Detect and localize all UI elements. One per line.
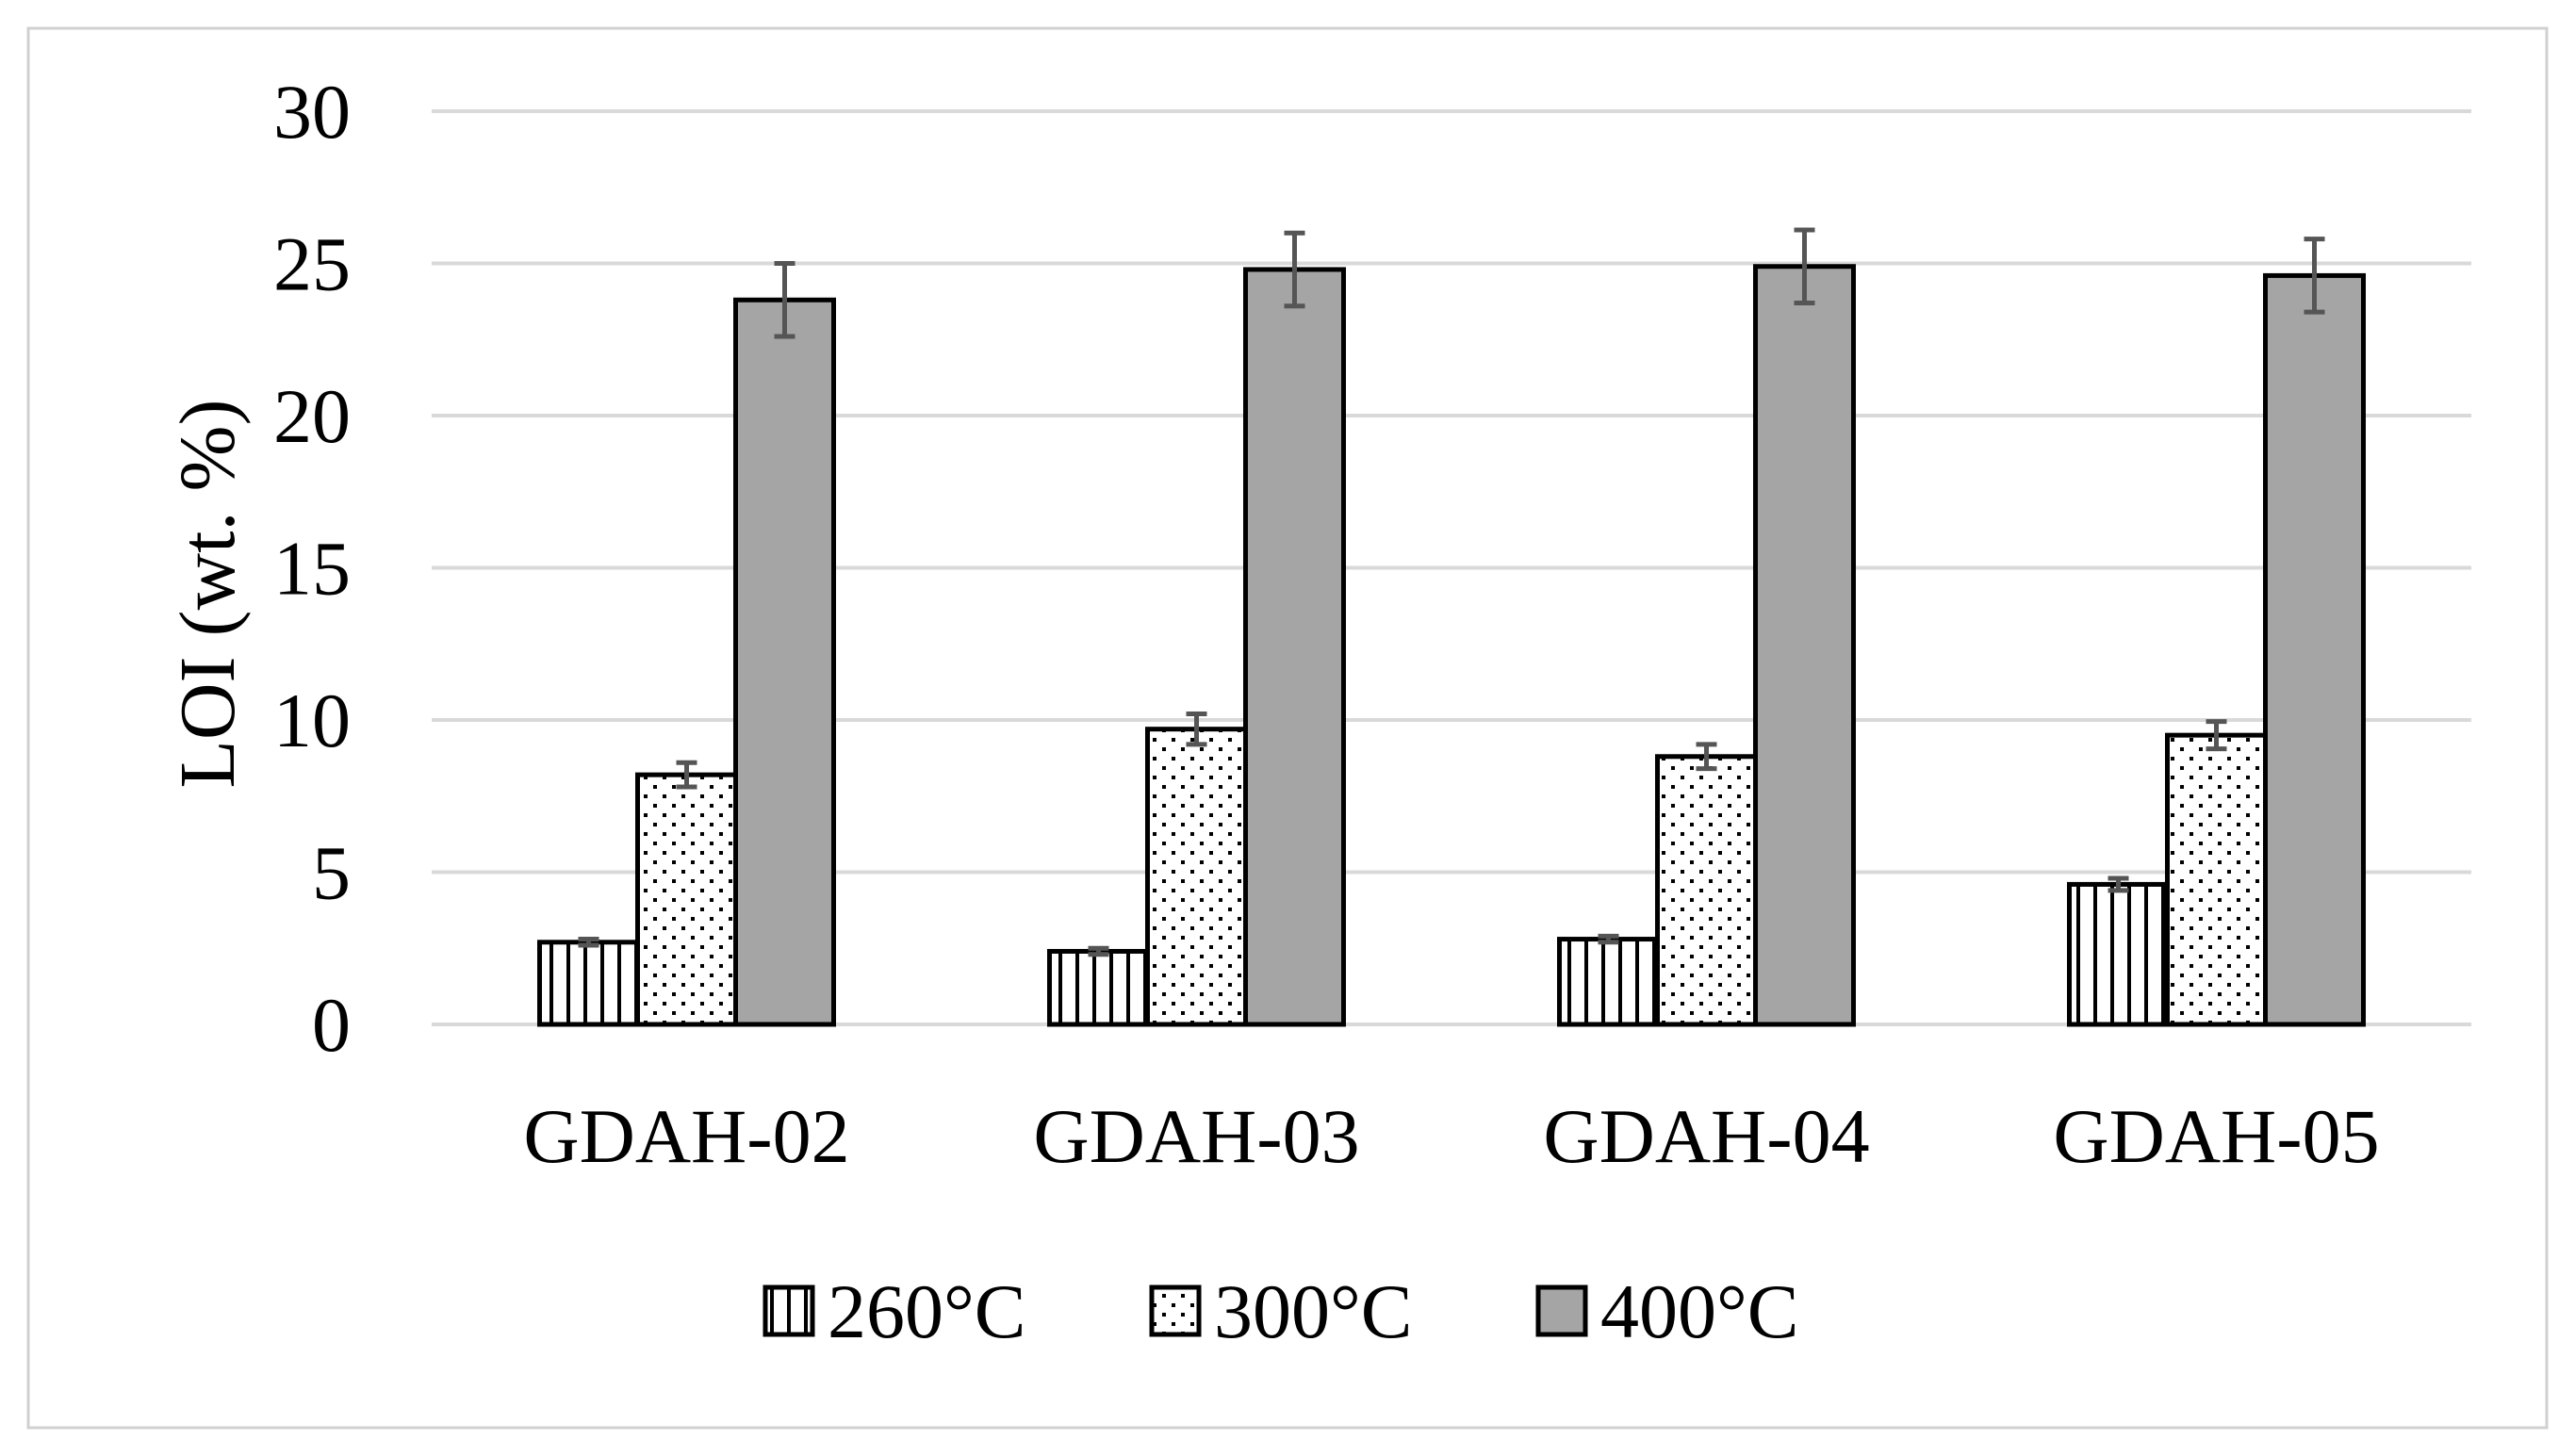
- error-bar: [1186, 712, 1207, 747]
- bar-400C-gdah-05: [2263, 272, 2366, 1027]
- y-tick-label: 10: [273, 678, 351, 763]
- legend-item: 300°C: [1149, 1268, 1413, 1354]
- bar-260C-gdah-03: [1047, 948, 1150, 1027]
- y-tick-label: 25: [273, 221, 351, 307]
- chart-border: [26, 26, 2549, 1430]
- error-bars: [578, 227, 2325, 957]
- bar-260C-gdah-02: [537, 940, 640, 1027]
- y-tick-label: 5: [312, 830, 351, 916]
- x-category-label: GDAH-02: [523, 1093, 849, 1179]
- bar-300C-gdah-03: [1145, 727, 1248, 1027]
- y-tick-label: 20: [273, 373, 351, 459]
- bars: [537, 264, 2366, 1027]
- y-axis-title: LOI (wt. %): [164, 400, 252, 789]
- error-bar: [2206, 719, 2227, 752]
- error-bar: [1598, 933, 1619, 945]
- legend-swatch: [1149, 1284, 1202, 1337]
- bar-400C-gdah-03: [1243, 267, 1346, 1027]
- y-tick-label: 0: [312, 982, 351, 1068]
- bar-400C-gdah-04: [1753, 264, 1856, 1027]
- bar-260C-gdah-04: [1557, 937, 1660, 1027]
- category-labels: GDAH-02 GDAH-03 GDAH-04 GDAH-05: [523, 1093, 2379, 1179]
- y-tick-label: 30: [273, 69, 351, 155]
- bar-300C-gdah-05: [2165, 732, 2268, 1027]
- bar-300C-gdah-04: [1655, 754, 1758, 1027]
- error-bar: [578, 937, 599, 948]
- legend-item: 400°C: [1535, 1268, 1799, 1354]
- legend-swatch: [1535, 1284, 1588, 1337]
- x-category-label: GDAH-03: [1033, 1093, 1359, 1179]
- error-bar: [1284, 230, 1305, 309]
- bar-300C-gdah-02: [635, 772, 738, 1027]
- legend-label: 300°C: [1214, 1268, 1413, 1354]
- error-bar: [774, 261, 795, 339]
- bar-260C-gdah-05: [2067, 881, 2170, 1027]
- error-bar: [1088, 945, 1109, 957]
- y-tick-label: 15: [273, 526, 351, 612]
- error-bar: [2304, 237, 2325, 315]
- error-bar: [1794, 227, 1815, 305]
- error-bar: [2108, 875, 2129, 893]
- y-axis-ticks: 0 5 10 15 20 25 30: [273, 69, 351, 1068]
- x-category-label: GDAH-05: [2053, 1093, 2379, 1179]
- legend-label: 400°C: [1600, 1268, 1799, 1354]
- legend: 260°C 300°C 400°C: [763, 1268, 1799, 1354]
- bar-400C-gdah-02: [733, 297, 836, 1027]
- legend-label: 260°C: [828, 1268, 1026, 1354]
- legend-swatch: [763, 1284, 815, 1337]
- error-bar: [676, 760, 697, 790]
- x-category-label: GDAH-04: [1543, 1093, 1869, 1179]
- legend-item: 260°C: [763, 1268, 1026, 1354]
- error-bar: [1696, 742, 1717, 772]
